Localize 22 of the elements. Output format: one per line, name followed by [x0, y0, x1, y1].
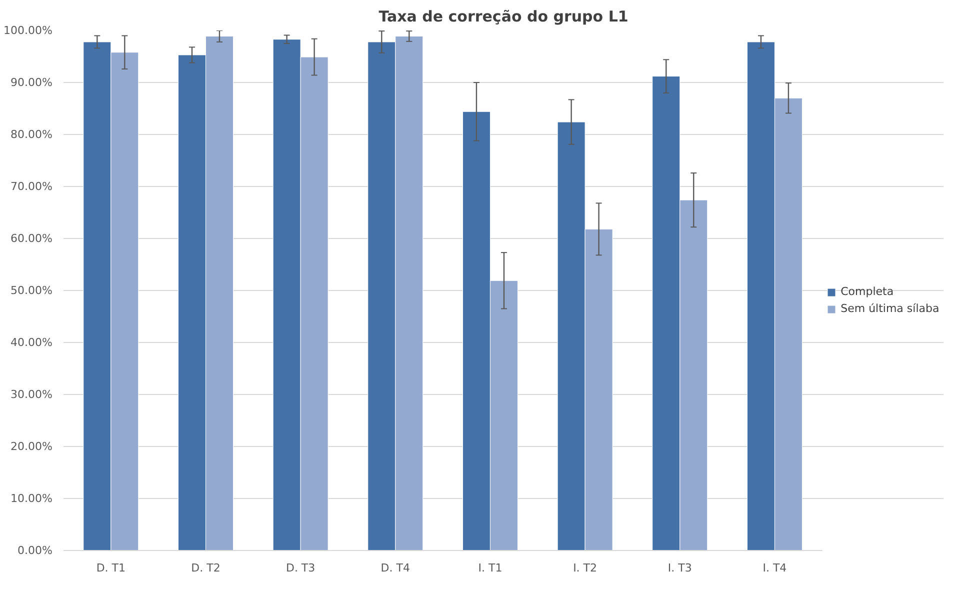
x-tick-label: D. T3	[286, 562, 316, 574]
x-tick-label: D. T2	[191, 562, 220, 574]
y-tick-label: 30.00%	[10, 388, 53, 401]
y-tick-label: 50.00%	[10, 284, 53, 297]
legend-label: Completa	[840, 285, 894, 298]
y-tick-label: 0.00%	[18, 544, 53, 557]
y-tick-label: 60.00%	[10, 232, 53, 245]
x-tick-label: D. T4	[380, 562, 410, 574]
x-tick-label: I. T1	[478, 562, 502, 574]
y-tick-label: 80.00%	[10, 128, 53, 141]
x-tick-label: I. T4	[762, 562, 787, 574]
y-tick-label: 70.00%	[10, 180, 53, 193]
y-tick-label: 40.00%	[10, 336, 53, 349]
x-tick-label: D. T1	[96, 562, 126, 574]
chart-title: Taxa de correção do grupo L1	[378, 8, 628, 26]
legend-label: Sem última sílaba	[840, 302, 940, 315]
y-tick-label: 10.00%	[10, 492, 53, 505]
x-tick-label: I. T2	[573, 562, 598, 574]
x-tick-label: I. T3	[668, 562, 692, 574]
y-tick-label: 20.00%	[10, 440, 53, 453]
y-tick-label: 100.00%	[4, 24, 53, 37]
y-tick-label: 90.00%	[10, 76, 53, 89]
